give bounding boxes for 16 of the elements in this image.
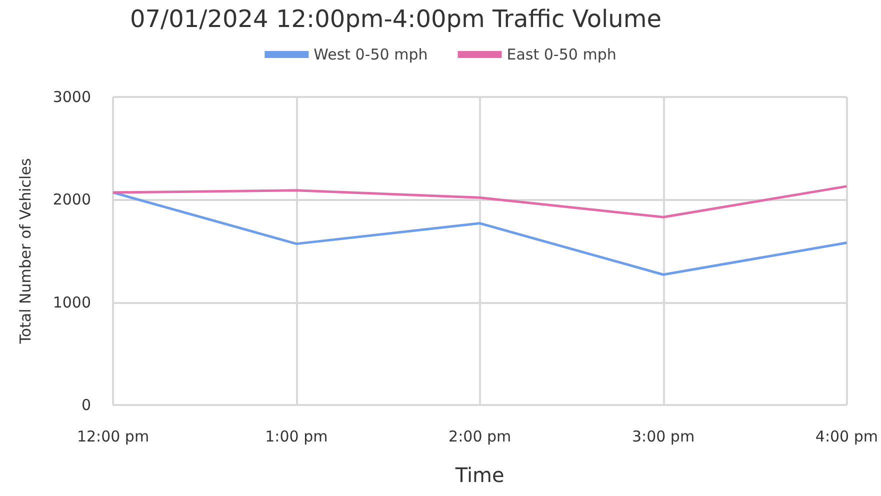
y-tick-label: 0 [81, 396, 91, 414]
x-axis-title: Time [454, 463, 504, 487]
y-tick-label: 3000 [52, 88, 91, 106]
legend-label: West 0-50 mph [314, 46, 428, 64]
y-tick-label: 2000 [52, 190, 91, 209]
x-tick-label: 12:00 pm [76, 428, 150, 446]
chart-title: 07/01/2024 12:00pm-4:00pm Traffic Volume [130, 5, 662, 33]
x-tick-label: 4:00 pm [815, 428, 878, 446]
line-series [112, 191, 848, 276]
y-tick-label: 1000 [52, 293, 91, 312]
x-tick-label: 2:00 pm [448, 428, 512, 446]
legend-label: East 0-50 mph [506, 46, 616, 64]
x-tick-label: 3:00 pm [632, 428, 695, 446]
x-tick-label: 1:00 pm [265, 428, 328, 446]
line-series [112, 185, 848, 218]
y-axis-title: Total Number of Vehicles [16, 158, 34, 345]
